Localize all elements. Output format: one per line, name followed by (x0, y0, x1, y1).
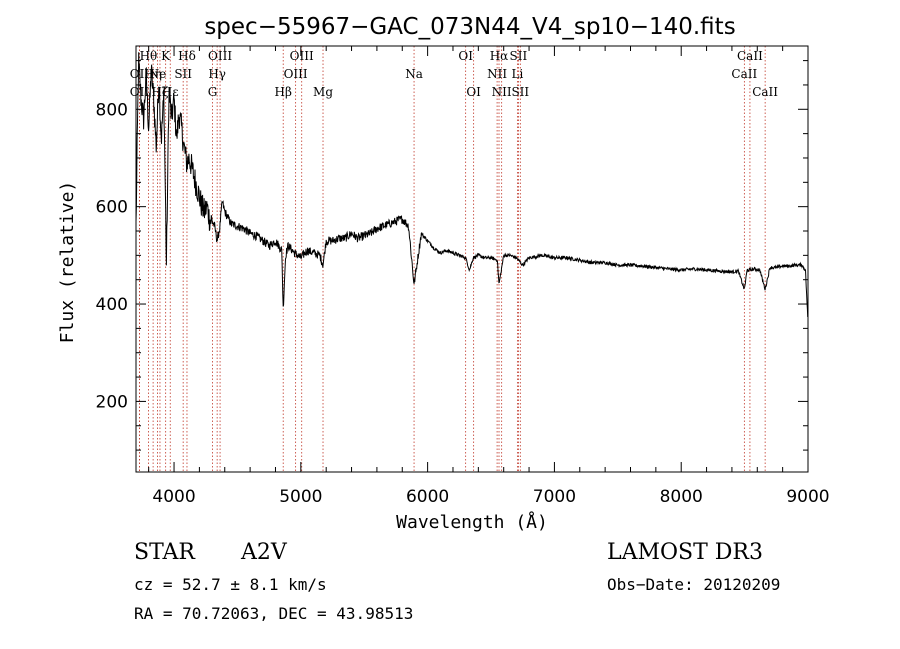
line-label-NII: NII (492, 85, 512, 99)
line-label-CaII: CaII (737, 49, 763, 63)
axis-tick-labels: 4000 5000 6000 7000 8000 9000 200 400 600 800 (96, 100, 830, 507)
y-tick-label: 600 (96, 198, 128, 218)
line-label-Na: Na (405, 67, 423, 81)
x-tick-label: 9000 (786, 487, 829, 507)
line-label-OI: OI (466, 85, 481, 99)
y-axis-label: Flux (relative) (57, 181, 78, 344)
y-tick-label: 200 (96, 392, 128, 412)
redshift-value: cz = 52.7 ± 8.1 km/s (134, 575, 327, 594)
observation-date: Obs−Date: 20120209 (607, 575, 781, 594)
line-label-OIII: OIII (208, 49, 232, 63)
object-class: STAR (134, 540, 195, 565)
line-label-Hθ: Hθ (140, 49, 158, 63)
x-axis-label: Wavelength (Å) (396, 511, 548, 533)
y-tick-label: 800 (96, 100, 128, 120)
x-tick-label: 4000 (152, 487, 195, 507)
survey-name: LAMOST DR3 (607, 540, 763, 565)
line-label-CaII: CaII (752, 85, 778, 99)
line-label-Hα: Hα (490, 49, 509, 63)
line-label-SII: SII (510, 49, 528, 63)
line-label-Ne: Ne (149, 67, 167, 81)
x-tick-label: 8000 (660, 487, 703, 507)
line-label-Hβ: Hβ (275, 85, 292, 99)
line-label-CaII: CaII (731, 67, 757, 81)
line-label-SII: SII (174, 67, 192, 81)
line-label-OIII: OIII (290, 49, 314, 63)
line-label-Hε: Hε (162, 85, 179, 99)
line-label-NII: NII (487, 67, 507, 81)
spectral-line-markers (139, 46, 766, 472)
x-tick-label: 7000 (533, 487, 576, 507)
line-label-Hζ: Hζ (151, 85, 168, 99)
line-label-OII: OII (130, 85, 150, 99)
y-tick-label: 400 (96, 295, 128, 315)
line-label-SII: SII (511, 85, 529, 99)
line-label-Hγ: Hγ (208, 67, 226, 81)
chart-title: spec−55967−GAC_073N44_V4_sp10−140.fits (204, 14, 735, 40)
line-label-Hδ: Hδ (178, 49, 196, 63)
line-label-OIII: OIII (284, 67, 308, 81)
spectrum-series-line (135, 52, 809, 318)
line-label-Li: Li (511, 67, 523, 81)
plot-frame (135, 45, 809, 473)
line-label-G: G (208, 85, 218, 99)
spectral-subclass: A2V (241, 540, 287, 565)
line-label-K: K (161, 49, 171, 63)
x-tick-label: 5000 (279, 487, 322, 507)
line-label-Hη: Hη (144, 67, 162, 81)
line-label-Mg: Mg (313, 85, 333, 99)
line-label-OI: OI (458, 49, 473, 63)
axis-ticks (136, 46, 809, 472)
coordinates: RA = 70.72063, DEC = 43.98513 (134, 604, 414, 623)
x-tick-label: 6000 (406, 487, 449, 507)
